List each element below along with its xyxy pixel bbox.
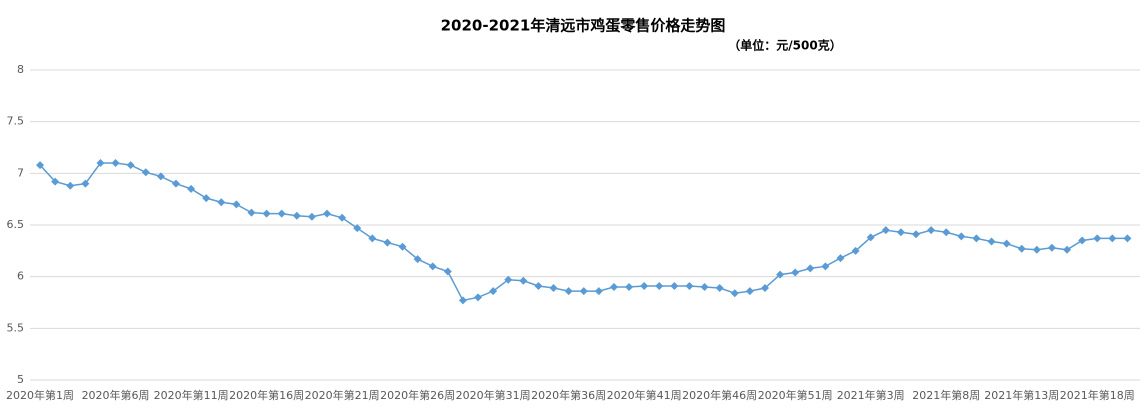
data-point bbox=[594, 287, 603, 296]
data-point bbox=[730, 289, 739, 298]
data-point bbox=[776, 270, 785, 279]
x-tick-label: 2020年第36周 bbox=[531, 388, 606, 402]
data-point bbox=[655, 281, 664, 290]
x-tick-label: 2021年第13周 bbox=[984, 388, 1059, 402]
data-point bbox=[141, 168, 150, 177]
x-tick-label: 2020年第6周 bbox=[82, 388, 150, 402]
data-point bbox=[51, 177, 60, 186]
data-point bbox=[942, 228, 951, 237]
data-point bbox=[836, 254, 845, 263]
data-point bbox=[96, 159, 105, 167]
x-tick-label: 2020年第41周 bbox=[607, 388, 682, 402]
x-tick-label: 2020年第26周 bbox=[380, 388, 455, 402]
data-point bbox=[912, 230, 921, 239]
x-tick-label: 2021年第18周 bbox=[1060, 388, 1135, 402]
chart-title: 2020-2021年清远市鸡蛋零售价格走势图 bbox=[441, 17, 726, 35]
data-point bbox=[443, 267, 452, 276]
data-point bbox=[519, 276, 528, 285]
data-point bbox=[66, 181, 75, 190]
data-point bbox=[972, 234, 981, 243]
data-point bbox=[1047, 243, 1056, 252]
y-tick-label: 5 bbox=[17, 373, 24, 386]
y-tick-label: 7 bbox=[17, 166, 24, 179]
x-tick-label: 2020年第1周 bbox=[6, 388, 74, 402]
data-point bbox=[896, 228, 905, 237]
data-point bbox=[1017, 244, 1026, 253]
data-point bbox=[474, 293, 483, 302]
data-point bbox=[715, 284, 724, 293]
x-tick-label: 2020年第51周 bbox=[758, 388, 833, 402]
data-point bbox=[202, 194, 211, 203]
data-point bbox=[534, 281, 543, 290]
data-point bbox=[1078, 236, 1087, 245]
chart-subtitle: （单位：元/500克） bbox=[728, 38, 841, 53]
data-point bbox=[987, 237, 996, 246]
data-point bbox=[700, 283, 709, 291]
y-tick-label: 5.5 bbox=[7, 321, 25, 334]
data-point bbox=[927, 226, 936, 235]
x-tick-label: 2020年第31周 bbox=[456, 388, 531, 402]
data-point bbox=[36, 161, 45, 170]
y-tick-label: 7.5 bbox=[7, 115, 25, 128]
data-point bbox=[579, 287, 588, 296]
data-point bbox=[353, 224, 362, 233]
data-point bbox=[368, 234, 377, 243]
data-point bbox=[866, 233, 875, 242]
x-tick-label: 2020年第21周 bbox=[305, 388, 380, 402]
data-point bbox=[1093, 234, 1102, 243]
data-point bbox=[1063, 245, 1072, 254]
data-point bbox=[247, 208, 256, 217]
data-point bbox=[156, 172, 165, 181]
data-point bbox=[262, 209, 271, 218]
data-point bbox=[292, 211, 301, 220]
data-point bbox=[338, 213, 347, 222]
data-point bbox=[232, 200, 241, 209]
data-point bbox=[745, 287, 754, 296]
data-point bbox=[957, 232, 966, 241]
x-tick-label: 2020年第16周 bbox=[229, 388, 304, 402]
data-point bbox=[111, 159, 120, 167]
data-point bbox=[428, 262, 437, 271]
x-tick-label: 2021年第3周 bbox=[837, 388, 905, 402]
data-point bbox=[126, 161, 135, 170]
data-point bbox=[277, 209, 286, 218]
data-point bbox=[398, 242, 407, 251]
data-point bbox=[171, 179, 180, 188]
data-point bbox=[187, 184, 196, 193]
data-point bbox=[549, 284, 558, 293]
data-point bbox=[1123, 234, 1132, 243]
data-point bbox=[791, 268, 800, 277]
data-point bbox=[504, 275, 513, 284]
data-point bbox=[1108, 234, 1117, 243]
data-point bbox=[383, 238, 392, 247]
data-point bbox=[307, 212, 316, 221]
data-point bbox=[489, 287, 498, 296]
data-point bbox=[821, 262, 830, 271]
data-point bbox=[458, 296, 467, 305]
data-point bbox=[760, 284, 769, 293]
x-tick-label: 2020年第11周 bbox=[154, 388, 229, 402]
data-point bbox=[625, 283, 634, 291]
data-point bbox=[881, 226, 890, 235]
data-point bbox=[685, 281, 694, 290]
data-point bbox=[670, 281, 679, 290]
data-point bbox=[609, 283, 618, 291]
data-point bbox=[806, 264, 815, 273]
data-point bbox=[564, 287, 573, 296]
data-point bbox=[413, 255, 422, 264]
data-point bbox=[217, 198, 226, 207]
data-point bbox=[323, 209, 332, 218]
y-tick-label: 8 bbox=[17, 63, 24, 76]
series-line bbox=[39, 162, 1128, 302]
data-point bbox=[640, 281, 649, 290]
x-tick-label: 2020年第46周 bbox=[682, 388, 757, 402]
data-point bbox=[851, 246, 860, 255]
data-point bbox=[1032, 245, 1041, 254]
y-tick-label: 6 bbox=[17, 270, 24, 283]
data-point bbox=[81, 179, 90, 188]
x-tick-label: 2021年第8周 bbox=[912, 388, 980, 402]
y-tick-label: 6.5 bbox=[7, 218, 25, 231]
data-point bbox=[1002, 239, 1011, 248]
